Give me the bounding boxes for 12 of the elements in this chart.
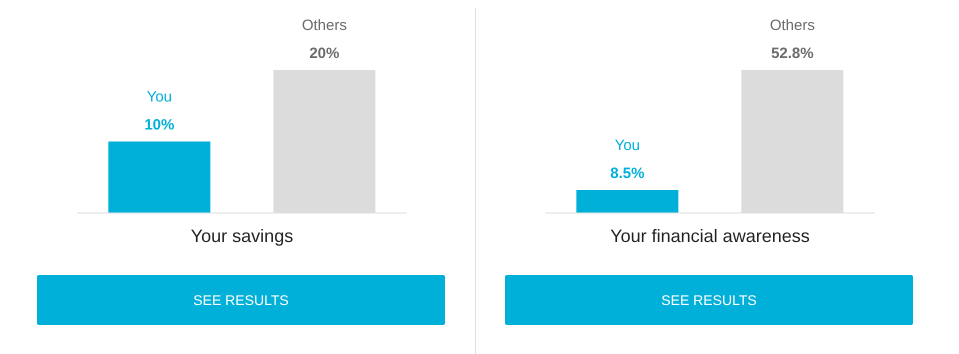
x-tick-label: You bbox=[614, 136, 640, 154]
data-label: 20% bbox=[309, 45, 340, 62]
button: SEE RESULTS bbox=[37, 275, 445, 325]
x-tick-label: You bbox=[146, 88, 172, 106]
x-tick-label: Others bbox=[770, 17, 815, 34]
data-label: 8.5% bbox=[610, 164, 644, 182]
data-label: 10% bbox=[144, 116, 174, 134]
button: SEE RESULTS bbox=[505, 275, 913, 325]
data-label: 52.8% bbox=[771, 45, 814, 62]
x-axis-title: Your savings bbox=[190, 226, 294, 247]
x-tick-label: Others bbox=[302, 17, 347, 34]
x-axis-title: Your financial awareness bbox=[609, 226, 811, 247]
